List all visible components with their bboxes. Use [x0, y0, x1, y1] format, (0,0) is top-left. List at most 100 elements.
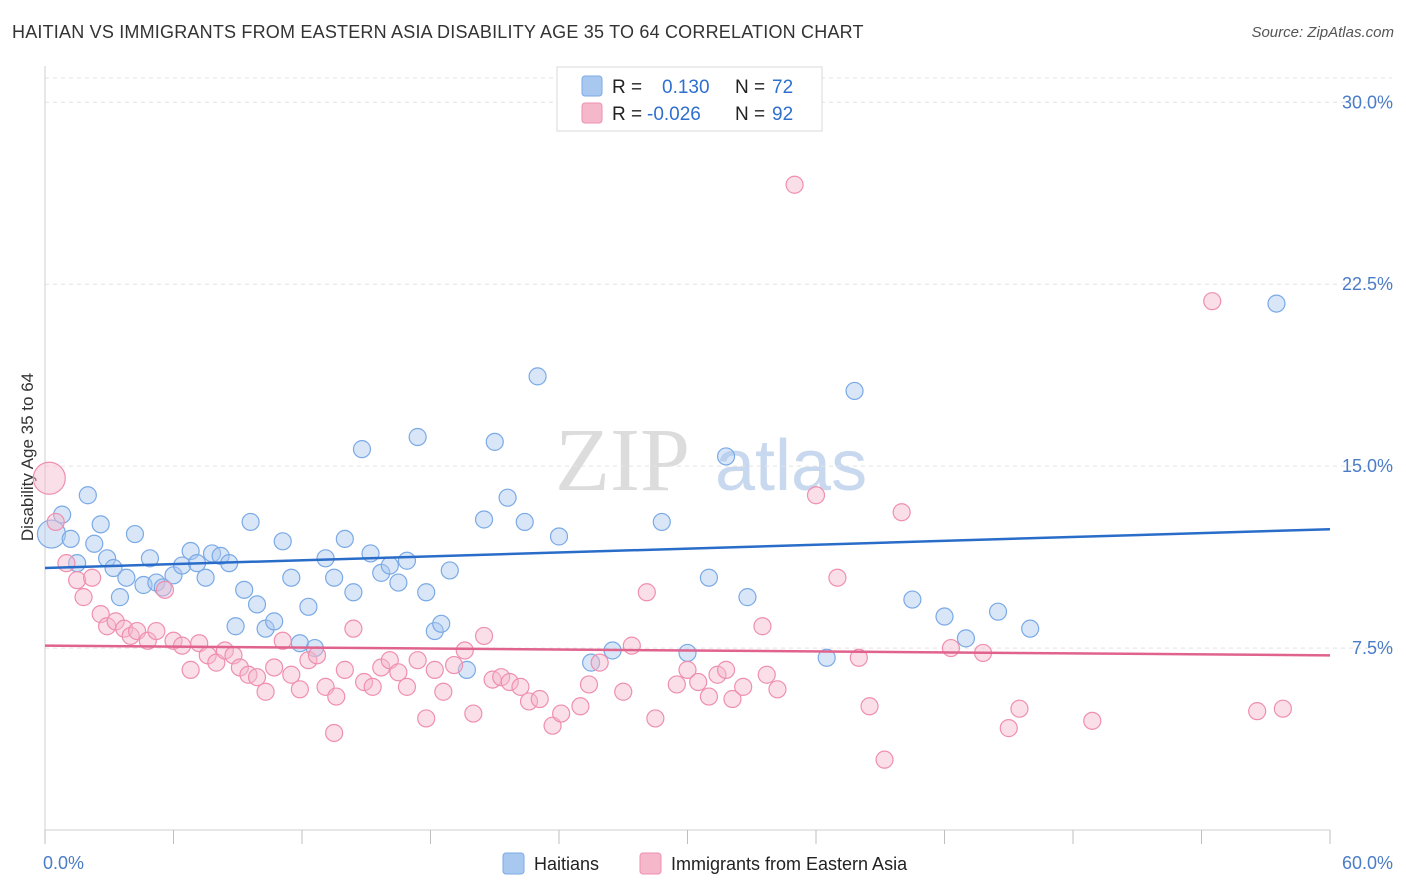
data-point	[282, 665, 301, 684]
data-point	[614, 682, 633, 701]
data-point	[432, 614, 451, 633]
data-point	[325, 723, 344, 743]
data-point	[941, 638, 961, 658]
data-point	[397, 551, 417, 570]
data-point	[125, 524, 145, 544]
data-point	[196, 568, 215, 587]
legend-row-haitians: R = 0.130 N = 72	[581, 75, 793, 98]
data-point	[757, 665, 776, 684]
data-point	[1248, 702, 1267, 721]
data-point	[83, 568, 102, 587]
data-point	[299, 651, 318, 670]
data-point	[678, 660, 697, 679]
tick-labels: 7.5% 15.0% 22.5% 30.0% 0.0% 60.0%	[43, 92, 1393, 873]
legend-r-value: -0.026	[647, 104, 701, 125]
data-point	[988, 602, 1008, 621]
trend-line	[44, 527, 1331, 570]
bottom-legend-label-eastern-asia: Immigrants from Eastern Asia	[671, 854, 908, 874]
trend-lines	[44, 527, 1331, 657]
data-point	[61, 529, 80, 549]
data-point	[363, 677, 382, 696]
chart-title: HAITIAN VS IMMIGRANTS FROM EASTERN ASIA …	[12, 22, 864, 42]
data-point	[622, 636, 641, 655]
watermark: ZIP atlas	[555, 411, 867, 510]
legend: R = 0.130 N = 72 R = -0.026 N = 92	[556, 66, 823, 132]
data-point	[344, 619, 363, 638]
legend-r-value: 0.130	[662, 77, 710, 98]
data-point	[515, 512, 534, 532]
data-point	[875, 750, 894, 769]
data-point	[425, 660, 444, 679]
data-point	[327, 687, 346, 706]
data-point	[344, 583, 363, 602]
data-point	[307, 646, 327, 665]
data-point	[519, 692, 539, 711]
data-point	[699, 687, 719, 706]
data-point	[485, 432, 504, 451]
data-point	[738, 588, 757, 607]
data-point	[652, 512, 671, 532]
data-point	[434, 682, 453, 701]
y-tick-label: 30.0%	[1342, 92, 1393, 112]
legend-row-eastern-asia: R = -0.026 N = 92	[581, 102, 793, 125]
data-point	[273, 532, 292, 551]
data-point	[153, 578, 172, 597]
data-point	[1021, 619, 1040, 638]
data-point	[806, 486, 826, 505]
axes	[44, 66, 1331, 844]
data-point	[956, 629, 976, 648]
data-point	[464, 704, 483, 723]
data-point	[290, 634, 309, 653]
legend-n-value: 92	[772, 104, 793, 125]
data-point	[734, 677, 753, 696]
data-points	[32, 175, 1292, 769]
data-point	[140, 549, 160, 568]
data-point	[444, 655, 464, 675]
data-point	[579, 675, 599, 694]
data-point	[716, 447, 736, 466]
y-tick-label: 7.5%	[1352, 638, 1393, 658]
data-point	[91, 515, 110, 534]
data-point	[716, 660, 736, 679]
data-point	[155, 580, 175, 599]
data-point	[549, 527, 569, 546]
data-point	[335, 660, 354, 679]
data-point	[380, 556, 399, 575]
bottom-legend: Haitians Immigrants from Eastern Asia	[502, 852, 908, 875]
data-point	[164, 631, 183, 650]
data-point	[408, 651, 427, 670]
y-axis-title: Disability Age 35 to 64	[18, 373, 37, 541]
legend-n-label: N =	[735, 104, 765, 125]
bottom-legend-label-haitians: Haitians	[534, 854, 599, 874]
legend-r-label: R =	[612, 104, 642, 125]
data-point	[417, 583, 436, 602]
data-point	[699, 568, 719, 587]
data-point	[1203, 292, 1222, 311]
data-point	[425, 621, 444, 641]
data-point	[637, 583, 656, 602]
data-point	[273, 631, 292, 650]
bottom-legend-swatch-haitians	[502, 852, 525, 875]
data-point	[36, 519, 67, 549]
data-point	[68, 571, 87, 590]
data-point	[265, 658, 284, 677]
data-point	[571, 697, 590, 716]
data-point	[528, 367, 547, 386]
legend-n-label: N =	[735, 77, 765, 98]
legend-n-value: 72	[772, 77, 793, 98]
data-point	[397, 677, 417, 696]
data-point	[235, 580, 254, 599]
data-point	[389, 663, 408, 682]
data-point	[247, 668, 267, 687]
data-point	[498, 488, 517, 507]
data-point	[785, 175, 804, 194]
legend-swatch-haitians	[581, 75, 603, 97]
data-point	[256, 682, 275, 701]
data-point	[753, 617, 772, 636]
x-tick-label: 0.0%	[43, 853, 84, 873]
data-point	[474, 510, 494, 529]
data-point	[147, 621, 166, 641]
data-point	[299, 597, 318, 616]
data-point	[1083, 711, 1102, 730]
